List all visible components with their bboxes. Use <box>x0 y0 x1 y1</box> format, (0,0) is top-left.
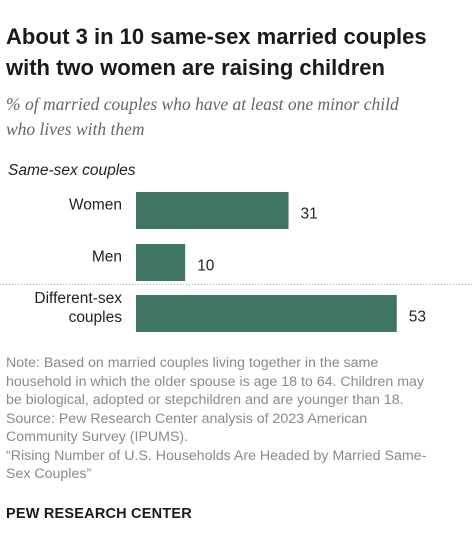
bar-chart: Same-sex couples Women 31 Men 10 Different-se… <box>0 162 474 332</box>
report-title-line-1: “Rising Number of U.S. Households Are He… <box>6 447 427 464</box>
note-line-1: Note: Based on married couples living to… <box>6 355 379 371</box>
bar-women <box>136 192 289 229</box>
note-line-3: be biological, adopted or stepchildren a… <box>6 392 404 408</box>
category-label-men: Men <box>92 249 122 266</box>
title-line-1: About 3 in 10 same-sex married couples <box>6 24 427 49</box>
value-label-men: 10 <box>197 258 215 275</box>
subtitle-line-2: who lives with them <box>6 119 145 139</box>
source-line-2: Community Survey (IPUMS). <box>6 429 189 445</box>
bar-men <box>136 244 186 281</box>
source-line-1: Source: Pew Research Center analysis of … <box>6 410 368 427</box>
category-label-women: Women <box>69 197 122 214</box>
chart-title: About 3 in 10 same-sex married couples w… <box>6 21 472 83</box>
group-label-same-sex-couples: Same-sex couples <box>8 162 136 179</box>
notes-block: Note: Based on married couples living to… <box>6 354 472 484</box>
pew-research-center-logo: PEW RESEARCH CENTER <box>6 506 192 522</box>
value-label-different-sex-couples: 53 <box>409 309 426 326</box>
note-line-2: household in which the older spouse is a… <box>6 373 425 390</box>
subtitle-line-1: % of married couples who have at least o… <box>6 94 399 114</box>
category-label-different-sex-couples: Different-sex couples <box>34 290 122 326</box>
chart-subtitle: % of married couples who have at least o… <box>6 92 472 142</box>
bar-different-sex-couples <box>136 295 397 332</box>
title-line-2: with two women are raising children <box>6 55 385 80</box>
value-label-women: 31 <box>301 206 318 223</box>
report-title-line-2: Sex Couples” <box>6 466 92 482</box>
